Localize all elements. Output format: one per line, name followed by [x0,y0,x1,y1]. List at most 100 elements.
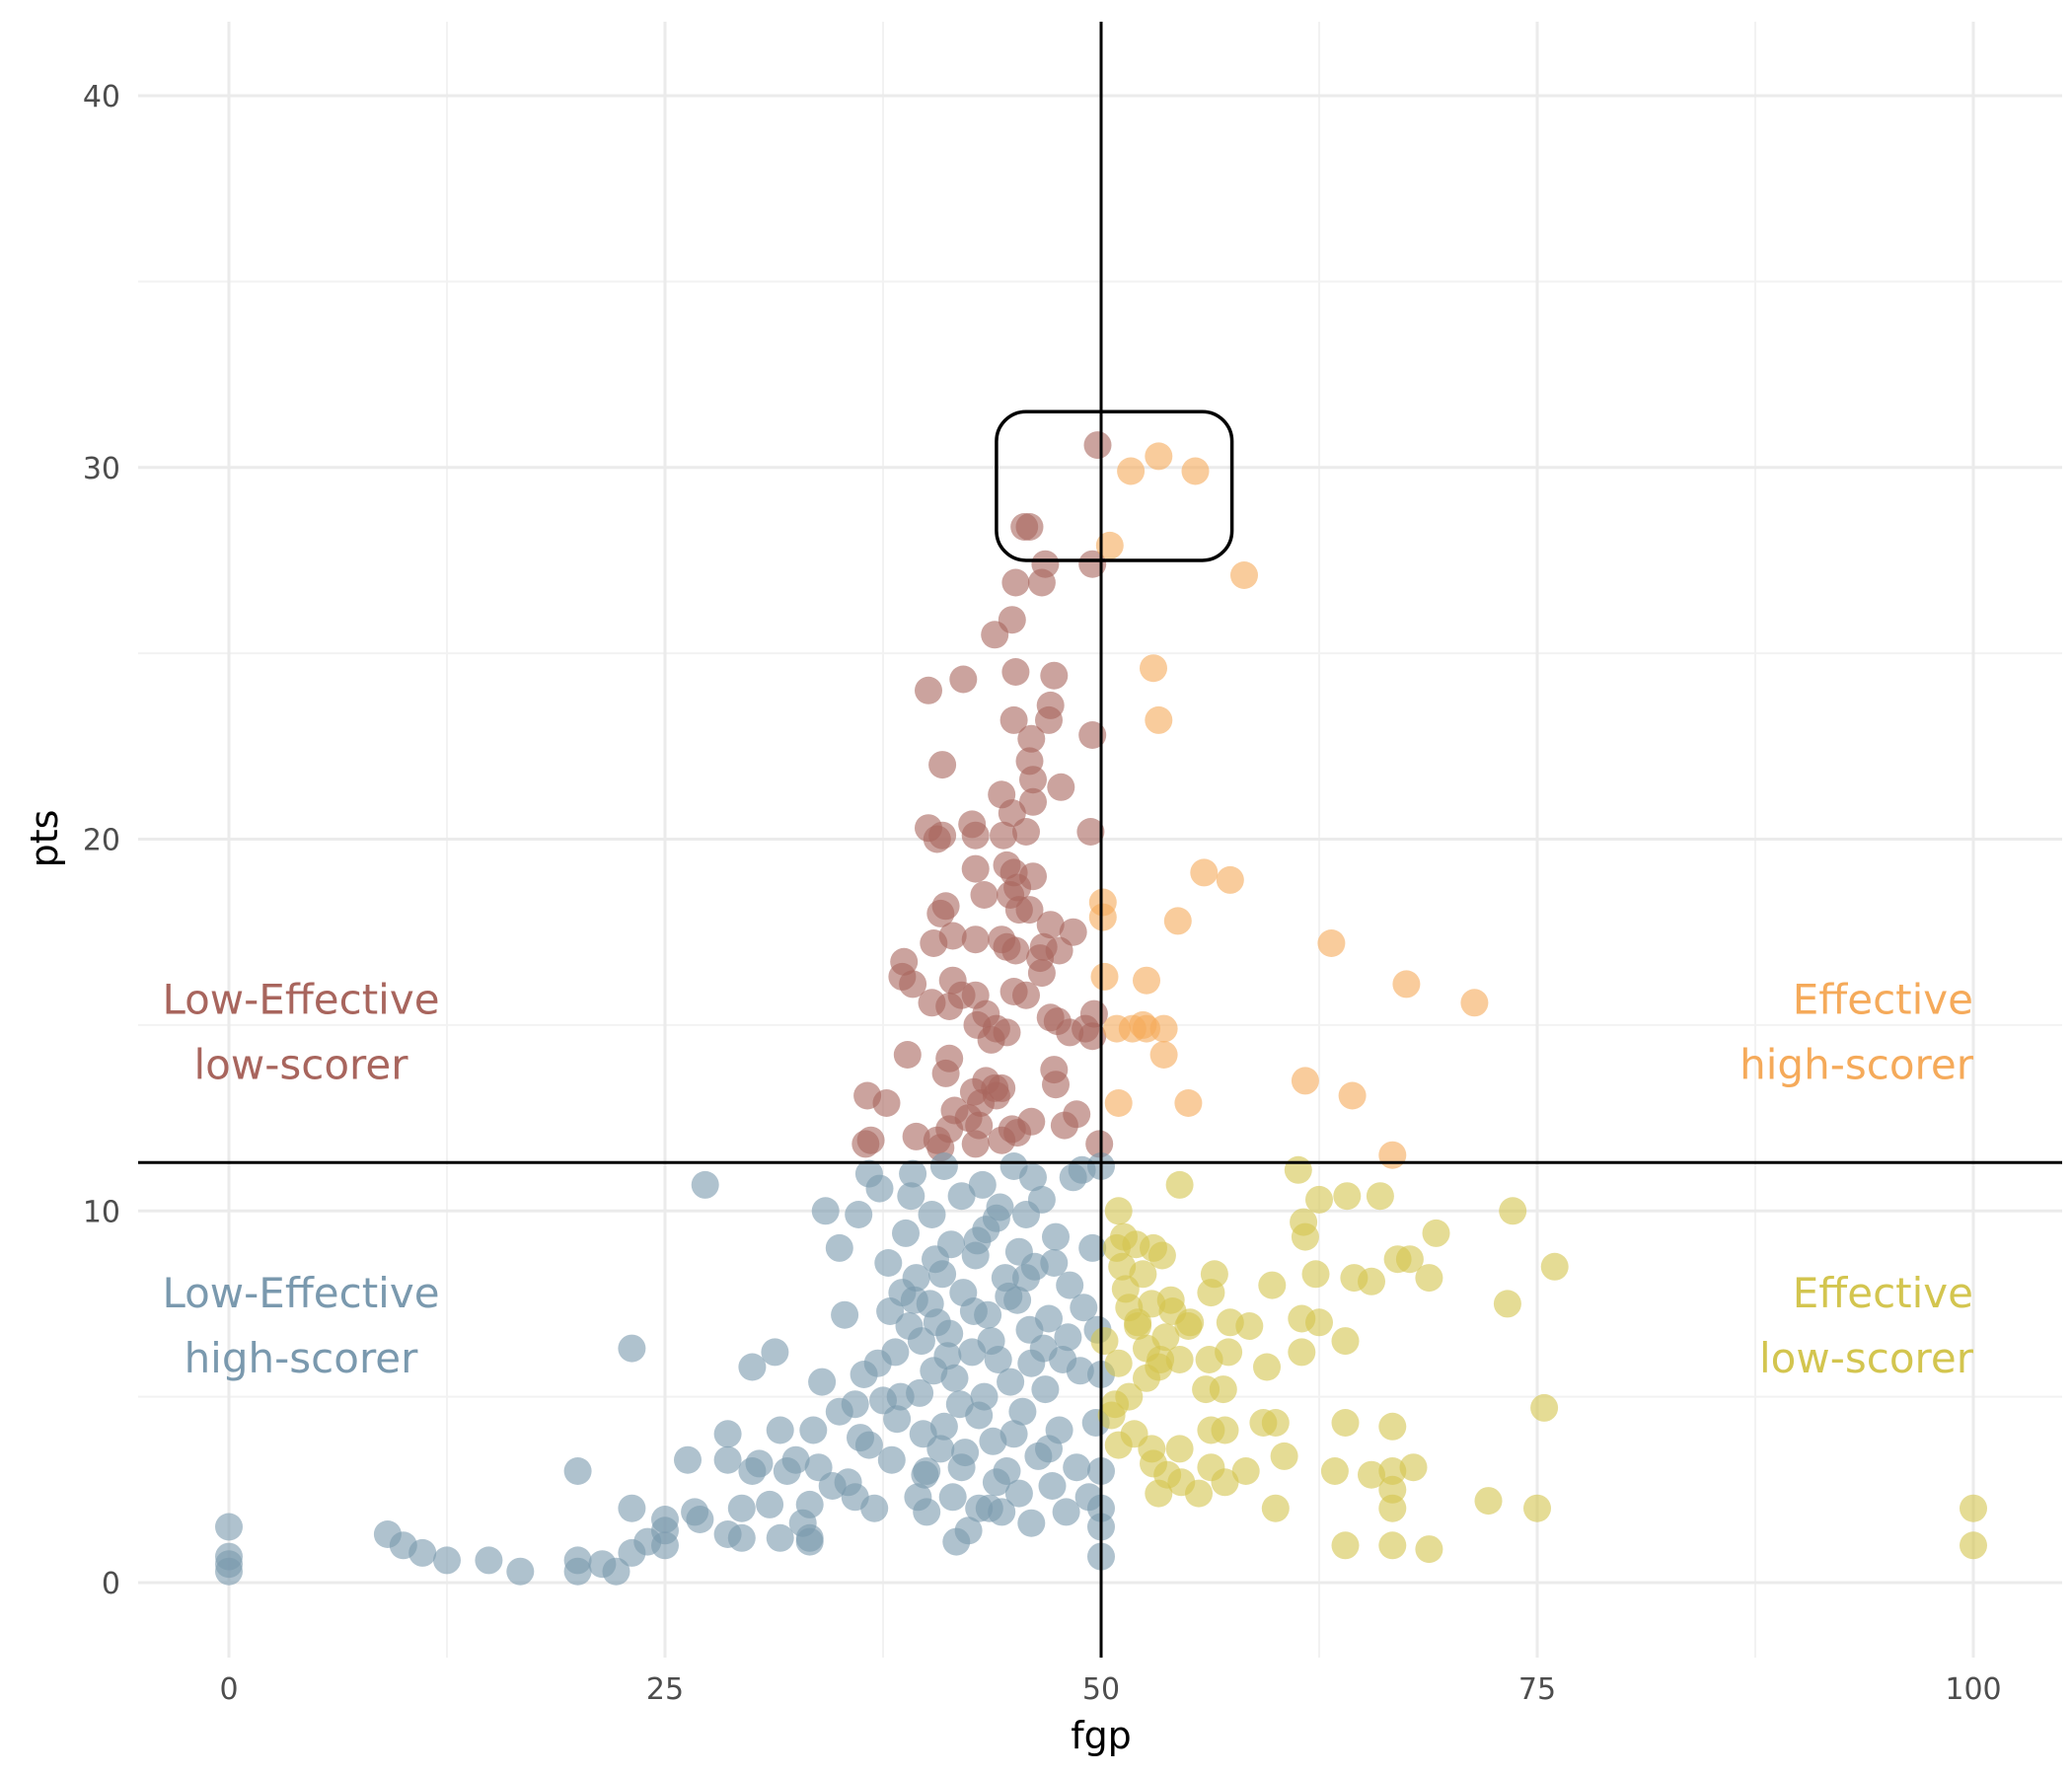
highlight-box [995,409,1234,562]
scatter-point [1288,1304,1316,1333]
scatter-point [1104,1089,1133,1117]
scatter-point [766,1416,794,1444]
scatter-point [1399,1453,1428,1482]
scatter-point [1338,1081,1367,1110]
scatter-point [893,1041,922,1069]
scatter-point [1015,896,1044,925]
scatter-point [937,1230,965,1259]
x-tick-label: 25 [646,1672,684,1707]
series-group [851,431,1114,1162]
scatter-point [863,1349,892,1377]
scatter-point [999,705,1028,734]
scatter-point [1395,1245,1424,1274]
scatter-point [1102,1233,1131,1262]
scatter-point [761,1338,789,1367]
scatter-point [1163,907,1192,935]
scatter-point [1540,1252,1569,1281]
scatter-point [928,1260,957,1289]
scatter-point [1070,1294,1098,1322]
scatter-point [982,1468,1010,1497]
scatter-point [408,1538,437,1567]
scatter-point [977,1327,1005,1356]
scatter-point [1124,1308,1152,1337]
scatter-point [938,922,967,950]
scatter-point [997,1368,1025,1396]
scatter-point [892,1219,920,1247]
scatter-point [1270,1442,1298,1470]
scatter-point [1117,457,1146,485]
scatter-point [1149,1041,1178,1069]
scatter-point [1197,1453,1225,1482]
scatter-point [1284,1155,1312,1184]
scatter-point [1111,1275,1140,1303]
scatter-point [1090,1327,1119,1356]
scatter-point [1040,661,1069,690]
scatter-point [982,1081,1010,1110]
scatter-point [831,1300,859,1329]
scatter-point [1291,1067,1319,1095]
scatter-point [1960,1531,1987,1560]
scatter-point [1078,721,1107,749]
scatter-point [929,1412,958,1441]
scatter-point [1004,1237,1033,1266]
scatter-point [995,1282,1023,1310]
scatter-point [1035,705,1063,734]
quadrant-label-line: low-scorer [1759,1334,1974,1382]
scatter-point [475,1546,503,1575]
scatter-point [899,1159,927,1188]
x-tick-label: 75 [1518,1672,1556,1707]
scatter-point [899,970,927,999]
scatter-point [618,1334,646,1363]
scatter-point [860,1494,889,1522]
scatter-point [808,1368,837,1396]
y-tick-label: 40 [83,80,120,114]
scatter-point [1140,654,1167,683]
scatter-point [915,676,942,704]
scatter-point [1960,1494,1987,1522]
scatter-point [965,1401,994,1430]
scatter-point [933,1342,962,1370]
scatter-point [1499,1197,1527,1225]
scatter-point [935,1319,964,1348]
scatter-point [1195,1346,1223,1373]
scatter-point [1156,1286,1185,1314]
points-layer [215,431,1987,1586]
scatter-point [1027,1185,1056,1214]
quadrant-label-line: Effective [1793,976,1973,1024]
x-tick-label: 50 [1082,1672,1120,1707]
scatter-point [911,1460,939,1489]
y-tick-label: 0 [102,1567,120,1601]
scatter-point [1001,936,1030,965]
scatter-point [1333,1182,1362,1211]
scatter-point [1078,550,1107,578]
scatter-point [1288,1338,1316,1367]
scatter-point [1115,1382,1144,1411]
scatter-point [1140,1449,1167,1478]
scatter-point [1054,1323,1082,1352]
scatter-point [1052,1498,1080,1526]
scatter-point [1165,1170,1194,1199]
scatter-point [1358,1267,1385,1295]
scatter-point [865,1174,894,1203]
scatter-point [999,1420,1028,1448]
quadrant-label-line: Low-Effective [162,976,439,1024]
quadrant-label-line: Effective [1793,1269,1973,1317]
scatter-point [856,1126,885,1154]
scatter-point [602,1557,630,1586]
scatter-point [825,1233,853,1262]
scatter-point [506,1557,535,1586]
scatter-point [1249,1409,1278,1437]
quadrant-label-line: Low-Effective [162,1269,439,1317]
scatter-point [959,1297,988,1325]
scatter-point [968,1170,997,1199]
scatter-point [1031,1375,1060,1404]
scatter-point [1320,1457,1349,1485]
scatter-point [1097,1401,1126,1430]
scatter-point [972,1216,1000,1244]
scatter-point [1068,1155,1096,1184]
scatter-point [961,925,990,954]
scatter-point [1001,658,1030,686]
scatter-point [940,1364,969,1392]
scatter-point [563,1557,592,1586]
scatter-point [1063,1453,1091,1482]
